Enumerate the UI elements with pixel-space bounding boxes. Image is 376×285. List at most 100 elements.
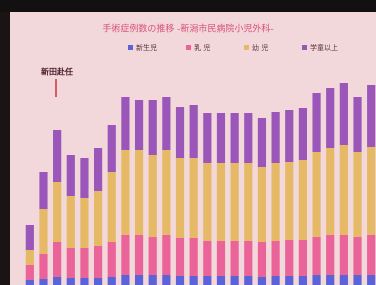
bar-segment (217, 241, 225, 276)
legend-swatch (128, 45, 133, 50)
screen-edge (0, 0, 376, 12)
bar-segment (162, 235, 170, 275)
bar-segment (299, 240, 307, 276)
bar-segment (53, 130, 61, 182)
bar-segment (312, 93, 320, 152)
bar-segment (39, 172, 47, 209)
bar-segment (244, 163, 252, 241)
bar-segment (231, 241, 239, 276)
bar-segment (326, 148, 334, 235)
bar-segment (162, 150, 170, 235)
bar-segment (149, 155, 157, 237)
bar-segment (149, 237, 157, 275)
bar-segment (244, 241, 252, 276)
legend-label: 乳 児 (194, 43, 210, 52)
bar-segment (217, 113, 225, 163)
bar-segment (203, 163, 211, 241)
bar-segment (121, 275, 129, 285)
bar-segment (26, 265, 34, 280)
bar-segment (258, 277, 266, 285)
bar-segment (326, 275, 334, 285)
bar-segment (121, 235, 129, 275)
bar-segment (367, 85, 375, 147)
bar-segment (285, 276, 293, 285)
bar-segment (80, 198, 88, 248)
bar-segment (285, 110, 293, 162)
bar-segment (312, 152, 320, 237)
bar-segment (353, 237, 361, 275)
bar-segment (108, 125, 116, 172)
bar-segment (258, 242, 266, 277)
bar-segment (26, 225, 34, 250)
bar-segment (203, 241, 211, 276)
bar-segment (272, 112, 280, 163)
bar-segment (67, 155, 75, 196)
bar-segment (258, 167, 266, 242)
bar-segment (190, 238, 198, 276)
bar-segment (244, 276, 252, 285)
bar-segment (26, 250, 34, 265)
bar-segment (53, 242, 61, 277)
legend-label: 学童以上 (310, 43, 338, 52)
bar-segment (272, 276, 280, 285)
bar-segment (67, 278, 75, 285)
legend-swatch (302, 45, 307, 50)
bar-segment (326, 88, 334, 148)
bar-segment (299, 108, 307, 160)
bar-segment (258, 118, 266, 167)
bar-segment (312, 237, 320, 275)
bar-segment (53, 182, 61, 242)
bar-segment (108, 172, 116, 242)
chart-title: 手術症例数の推移 -新潟市民病院小児外科- (102, 23, 273, 35)
bar-segment (94, 278, 102, 285)
bar-segment (162, 275, 170, 285)
bar-segment (135, 235, 143, 275)
legend-label: 幼 児 (252, 43, 268, 52)
bar-segment (26, 280, 34, 285)
bar-segment (176, 107, 184, 158)
bar-segment (149, 100, 157, 155)
bar-segment (67, 248, 75, 278)
bar-segment (367, 147, 375, 235)
bar-segment (244, 113, 252, 163)
bar-segment (176, 238, 184, 276)
bar-segment (299, 160, 307, 240)
bar-segment (340, 275, 348, 285)
bar-segment (94, 191, 102, 246)
bar-segment (135, 275, 143, 285)
bar-segment (94, 148, 102, 191)
bar-segment (39, 254, 47, 279)
bar-segment (94, 246, 102, 278)
chart: 手術症例数の推移 -新潟市民病院小児外科- 新田赴任 新生児乳 児幼 児学童以上 (0, 0, 376, 285)
bar-segment (312, 275, 320, 285)
bar-segment (367, 235, 375, 275)
bar-segment (176, 158, 184, 238)
bar-segment (353, 275, 361, 285)
legend-label: 新生児 (136, 43, 157, 52)
bar-segment (299, 276, 307, 285)
bar-segment (190, 105, 198, 158)
legend-swatch (244, 45, 249, 50)
bar-segment (231, 163, 239, 241)
bar-segment (217, 276, 225, 285)
bar-segment (231, 276, 239, 285)
bar-segment (272, 163, 280, 241)
bar-segment (353, 97, 361, 152)
bar-segment (67, 196, 75, 248)
bar-segment (190, 276, 198, 285)
bar-segment (135, 150, 143, 235)
bar-segment (203, 113, 211, 163)
bar-segment (135, 100, 143, 150)
bar-segment (121, 97, 129, 150)
bar-segment (80, 278, 88, 285)
bar-segment (367, 275, 375, 285)
bar-segment (326, 235, 334, 275)
legend-swatch (186, 45, 191, 50)
bar-segment (39, 279, 47, 285)
bar-segment (231, 113, 239, 163)
bar-segment (108, 277, 116, 285)
bar-segment (149, 275, 157, 285)
bar-segment (162, 97, 170, 150)
bar-segment (217, 163, 225, 241)
bar-segment (53, 277, 61, 285)
